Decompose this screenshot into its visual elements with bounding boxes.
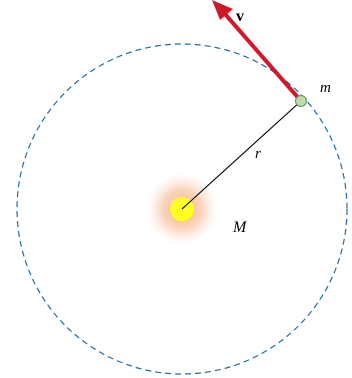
orbiting-mass-label: m bbox=[320, 80, 331, 96]
radius-label: r bbox=[255, 146, 261, 162]
velocity-label: v bbox=[236, 8, 244, 25]
velocity-arrow bbox=[212, 0, 303, 103]
velocity-arrow-shaft bbox=[223, 12, 303, 103]
planet-icon bbox=[295, 95, 307, 107]
radius-line bbox=[181, 100, 302, 210]
orbit-path bbox=[16, 43, 348, 375]
velocity-arrow-head bbox=[212, 0, 233, 20]
central-mass-label: M bbox=[232, 219, 248, 236]
